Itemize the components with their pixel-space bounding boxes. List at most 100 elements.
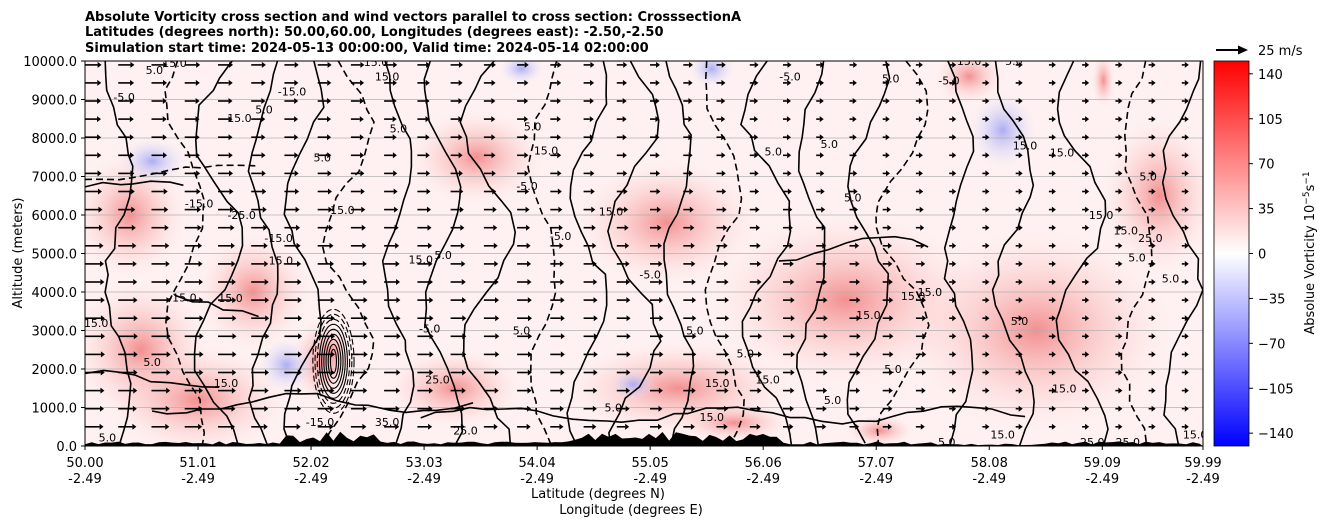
wind-vector-43 bbox=[151, 405, 170, 412]
wind-vector-600 bbox=[1015, 206, 1023, 213]
wind-vector-head-219 bbox=[428, 260, 433, 267]
wind-vector-457 bbox=[783, 134, 791, 141]
wind-vector-head-398 bbox=[688, 61, 693, 68]
wind-vector-318 bbox=[583, 369, 598, 376]
contour-cluster-ring-6 bbox=[316, 318, 351, 404]
wind-vector-84 bbox=[218, 423, 236, 430]
wind-vector-head-258 bbox=[495, 315, 500, 322]
wind-vector-head-131 bbox=[298, 333, 303, 340]
wind-vector-125 bbox=[251, 61, 266, 68]
x-tick-label-lon-1: -2.49 bbox=[181, 472, 215, 487]
wind-vector-281 bbox=[517, 279, 532, 285]
wind-vector-497 bbox=[849, 170, 858, 177]
wind-vector-head-430 bbox=[756, 242, 761, 249]
wind-vector-266 bbox=[483, 170, 496, 177]
wind-vector-576 bbox=[982, 260, 990, 267]
contour-label-23: 5.0 bbox=[513, 325, 531, 338]
wind-vector-head-644 bbox=[1085, 170, 1090, 177]
wind-vector-241 bbox=[450, 242, 465, 249]
wind-vector-252 bbox=[483, 423, 498, 430]
x-tick-label-lat-8: 58.08 bbox=[971, 456, 1008, 471]
contour-cluster-ring-2 bbox=[325, 338, 342, 384]
wind-vector-head-231 bbox=[460, 423, 465, 430]
wind-vector-469 bbox=[816, 297, 828, 304]
wind-vector-577 bbox=[982, 242, 990, 249]
wind-vector-552 bbox=[949, 315, 957, 322]
wind-vector-head-164 bbox=[326, 116, 331, 123]
wind-vector-414 bbox=[716, 152, 726, 159]
wind-vector-441 bbox=[783, 423, 794, 430]
contour-label-46: 15.0 bbox=[1089, 209, 1114, 222]
wind-vector-head-531 bbox=[922, 315, 927, 322]
wind-vector-head-448 bbox=[790, 297, 795, 304]
wind-vector-83 bbox=[184, 61, 201, 68]
wind-vector-146 bbox=[284, 61, 299, 68]
wind-vector-143 bbox=[284, 116, 299, 123]
wind-vector-36 bbox=[118, 152, 135, 159]
wind-vector-686 bbox=[1148, 170, 1156, 177]
wind-vector-7 bbox=[85, 297, 105, 304]
colorbar-tick-label-5: 35 bbox=[1258, 203, 1275, 218]
wind-vector-672 bbox=[1148, 423, 1156, 430]
wind-vector-head-229 bbox=[425, 79, 430, 86]
wind-vector-697 bbox=[1181, 351, 1189, 358]
wind-vector-324 bbox=[583, 260, 597, 267]
wind-vector-642 bbox=[1082, 206, 1090, 213]
wind-vector-207 bbox=[384, 98, 397, 104]
wind-vector-head-89 bbox=[232, 333, 237, 340]
wind-vector-head-372 bbox=[655, 152, 660, 159]
wind-vector-531 bbox=[915, 315, 927, 322]
wind-vector-head-320 bbox=[593, 333, 598, 340]
wind-vector-head-14 bbox=[97, 170, 102, 177]
wind-vector-head-564 bbox=[952, 98, 957, 104]
wind-vector-head-711 bbox=[1184, 98, 1189, 104]
wind-vector-493 bbox=[849, 242, 860, 249]
wind-vector-160 bbox=[317, 188, 332, 195]
wind-vector-head-1 bbox=[100, 405, 105, 412]
wind-vector-head-245 bbox=[458, 170, 463, 177]
wind-vector-290 bbox=[517, 116, 529, 123]
wind-vector-head-679 bbox=[1151, 297, 1156, 304]
wind-vector-head-363 bbox=[659, 315, 664, 322]
wind-vector-98 bbox=[218, 170, 234, 177]
wind-vector-head-264 bbox=[492, 206, 497, 213]
wind-vector-head-297 bbox=[560, 369, 565, 376]
wind-vector-head-188 bbox=[360, 61, 365, 68]
wind-vector-278 bbox=[517, 333, 533, 340]
wind-vector-head-432 bbox=[755, 206, 760, 213]
contour-label-4: 5.0 bbox=[255, 104, 273, 117]
wind-vector-head-455 bbox=[787, 170, 792, 177]
wind-vector-584 bbox=[982, 116, 990, 123]
wind-vector-head-646 bbox=[1085, 134, 1090, 141]
wind-vector-head-673 bbox=[1151, 405, 1156, 412]
contour-label-5: 5.0 bbox=[314, 152, 332, 165]
wind-vector-539 bbox=[915, 170, 923, 177]
wind-vector-527 bbox=[915, 387, 926, 394]
wind-vector-head-379 bbox=[691, 405, 696, 412]
wind-vector-467 bbox=[816, 333, 828, 340]
contour-label-62: -25.0 bbox=[1112, 436, 1140, 449]
wind-vector-head-638 bbox=[1085, 279, 1090, 285]
wind-vector-108 bbox=[251, 369, 270, 376]
y-axis: 0.01000.02000.03000.04000.05000.06000.07… bbox=[23, 55, 85, 455]
wind-vector-head-319 bbox=[593, 351, 598, 358]
wind-vector-654 bbox=[1115, 369, 1123, 376]
wind-vector-head-438 bbox=[754, 98, 759, 104]
wind-vector-460 bbox=[783, 79, 792, 86]
wind-vector-116 bbox=[251, 224, 268, 231]
wind-vector-590 bbox=[1015, 387, 1023, 394]
wind-vector-657 bbox=[1115, 315, 1123, 322]
wind-vector-452 bbox=[783, 224, 793, 231]
wind-vector-711 bbox=[1181, 98, 1189, 104]
wind-vector-head-193 bbox=[396, 351, 401, 358]
wind-vector-63 bbox=[184, 423, 203, 430]
wind-vector-474 bbox=[816, 206, 826, 213]
wind-vector-head-603 bbox=[1018, 152, 1023, 159]
wind-vector-128 bbox=[284, 387, 302, 394]
wind-vector-138 bbox=[284, 206, 300, 213]
wind-vector-head-20 bbox=[97, 61, 102, 68]
wind-vector-head-557 bbox=[952, 224, 957, 231]
wind-vector-head-671 bbox=[1118, 61, 1123, 68]
title-line-2: Latitudes (degrees north): 50.00,60.00, … bbox=[85, 25, 664, 40]
wind-vector-head-695 bbox=[1184, 387, 1189, 394]
